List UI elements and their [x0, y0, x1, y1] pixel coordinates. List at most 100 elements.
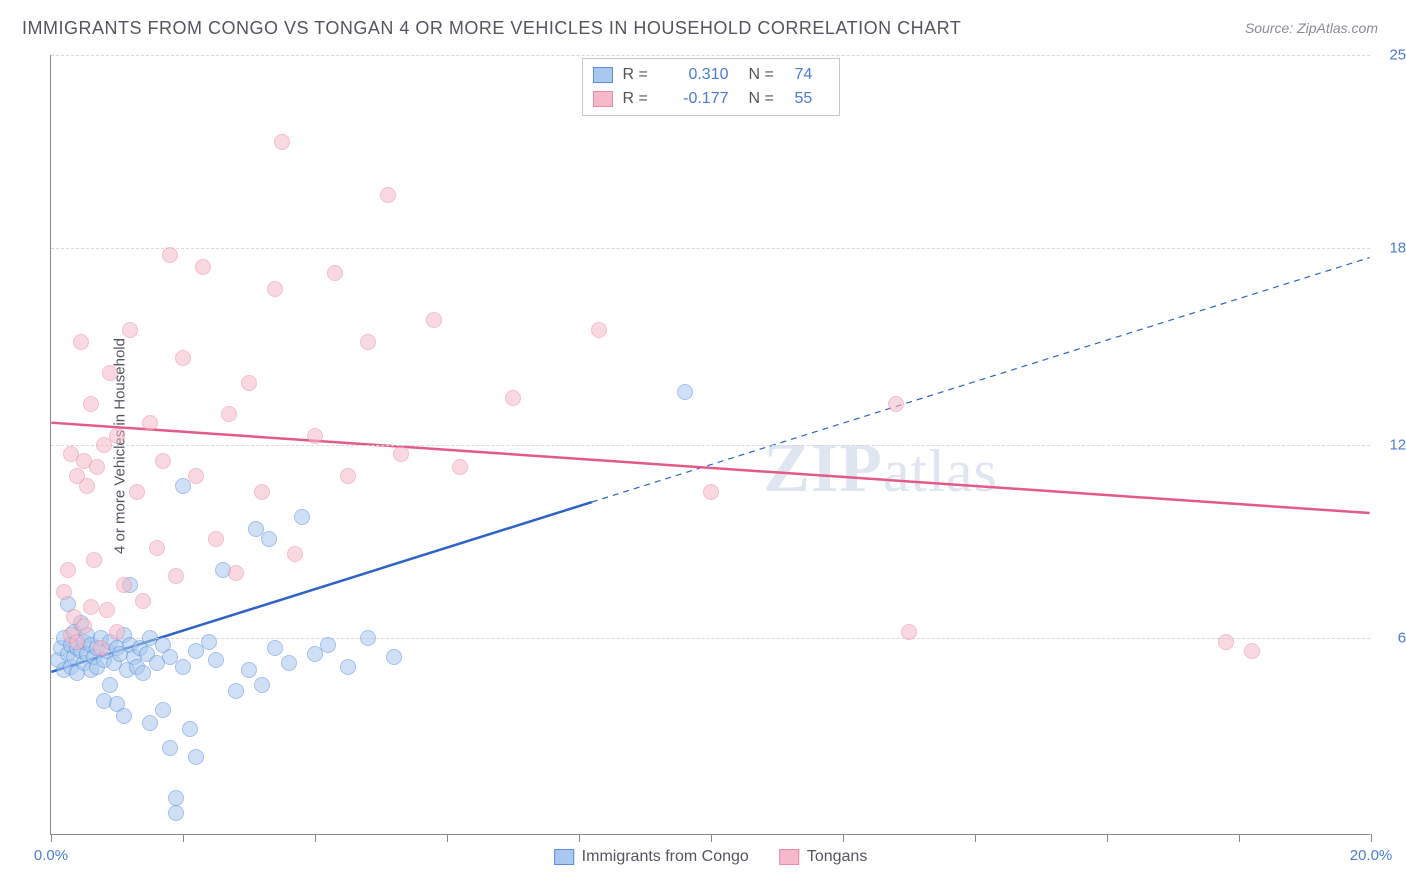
data-point: [281, 655, 297, 671]
data-point: [142, 415, 158, 431]
data-point: [89, 459, 105, 475]
data-point: [267, 640, 283, 656]
ytick-label: 18.8%: [1389, 240, 1406, 257]
xtick: [1239, 834, 1240, 842]
gridline: [51, 445, 1370, 446]
data-point: [274, 134, 290, 150]
legend-swatch: [779, 849, 799, 865]
legend-r-label: R =: [623, 63, 659, 87]
data-point: [340, 468, 356, 484]
xtick: [51, 834, 52, 842]
data-point: [168, 568, 184, 584]
data-point: [320, 637, 336, 653]
xtick: [1107, 834, 1108, 842]
legend-series-label: Tongans: [807, 848, 868, 866]
data-point: [327, 265, 343, 281]
legend-series-label: Immigrants from Congo: [582, 848, 749, 866]
ytick-label: 25.0%: [1389, 47, 1406, 64]
legend-r-label: R =: [623, 87, 659, 111]
correlation-legend: R =0.310N =74R =-0.177N =55: [582, 58, 840, 116]
data-point: [188, 468, 204, 484]
data-point: [149, 540, 165, 556]
legend-r-value: -0.177: [669, 87, 729, 111]
data-point: [155, 702, 171, 718]
xtick-label: 20.0%: [1350, 847, 1393, 864]
data-point: [122, 322, 138, 338]
data-point: [340, 659, 356, 675]
legend-r-value: 0.310: [669, 63, 729, 87]
data-point: [175, 659, 191, 675]
data-point: [208, 531, 224, 547]
data-point: [241, 662, 257, 678]
data-point: [452, 459, 468, 475]
data-point: [228, 565, 244, 581]
data-point: [241, 375, 257, 391]
data-point: [254, 677, 270, 693]
xtick: [315, 834, 316, 842]
data-point: [195, 259, 211, 275]
legend-swatch: [593, 67, 613, 83]
data-point: [386, 649, 402, 665]
data-point: [591, 322, 607, 338]
data-point: [99, 602, 115, 618]
data-point: [307, 428, 323, 444]
gridline: [51, 248, 1370, 249]
data-point: [109, 624, 125, 640]
xtick: [711, 834, 712, 842]
xtick: [843, 834, 844, 842]
ytick-label: 12.5%: [1389, 437, 1406, 454]
data-point: [73, 334, 89, 350]
data-point: [294, 509, 310, 525]
data-point: [56, 584, 72, 600]
legend-n-label: N =: [749, 87, 785, 111]
data-point: [83, 599, 99, 615]
data-point: [393, 446, 409, 462]
legend-n-label: N =: [749, 63, 785, 87]
data-point: [60, 562, 76, 578]
data-point: [142, 715, 158, 731]
data-point: [175, 350, 191, 366]
data-point: [208, 652, 224, 668]
legend-swatch: [593, 91, 613, 107]
xtick: [975, 834, 976, 842]
data-point: [360, 334, 376, 350]
data-point: [228, 683, 244, 699]
data-point: [901, 624, 917, 640]
data-point: [1218, 634, 1234, 650]
xtick: [447, 834, 448, 842]
xtick-label: 0.0%: [34, 847, 68, 864]
legend-item: Immigrants from Congo: [554, 848, 749, 866]
ytick-label: 6.3%: [1398, 630, 1406, 647]
xtick: [183, 834, 184, 842]
legend-swatch: [554, 849, 574, 865]
data-point: [69, 634, 85, 650]
plot-area: ZIPatlas R =0.310N =74R =-0.177N =55 Imm…: [50, 55, 1370, 835]
xtick: [1371, 834, 1372, 842]
data-point: [168, 805, 184, 821]
xtick: [579, 834, 580, 842]
data-point: [86, 552, 102, 568]
data-point: [135, 593, 151, 609]
data-point: [380, 187, 396, 203]
data-point: [221, 406, 237, 422]
data-point: [201, 634, 217, 650]
legend-n-value: 55: [795, 87, 829, 111]
series-legend: Immigrants from Congo Tongans: [554, 848, 868, 866]
data-point: [162, 740, 178, 756]
data-point: [426, 312, 442, 328]
data-point: [267, 281, 283, 297]
data-point: [102, 365, 118, 381]
data-point: [168, 790, 184, 806]
data-point: [155, 453, 171, 469]
data-point: [76, 618, 92, 634]
data-point: [162, 247, 178, 263]
data-point: [116, 577, 132, 593]
legend-row: R =0.310N =74: [593, 63, 829, 87]
watermark: ZIPatlas: [763, 429, 998, 509]
gridline: [51, 638, 1370, 639]
legend-row: R = -0.177 N = 55: [593, 87, 829, 111]
data-point: [102, 677, 118, 693]
gridline: [51, 55, 1370, 56]
legend-item: Tongans: [779, 848, 868, 866]
data-point: [109, 428, 125, 444]
